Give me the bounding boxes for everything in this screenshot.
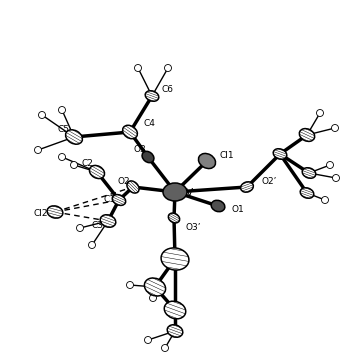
Ellipse shape bbox=[322, 196, 329, 204]
Ellipse shape bbox=[89, 165, 105, 178]
Text: O1: O1 bbox=[232, 205, 245, 213]
Text: O2: O2 bbox=[118, 177, 131, 187]
Ellipse shape bbox=[122, 125, 137, 139]
Ellipse shape bbox=[112, 195, 126, 205]
Text: V: V bbox=[186, 188, 193, 198]
Ellipse shape bbox=[150, 295, 157, 302]
Text: C6: C6 bbox=[162, 86, 174, 95]
Ellipse shape bbox=[163, 183, 187, 201]
Text: C4: C4 bbox=[143, 120, 155, 129]
Ellipse shape bbox=[144, 278, 165, 296]
Ellipse shape bbox=[167, 325, 183, 337]
Ellipse shape bbox=[76, 224, 84, 232]
Text: C5: C5 bbox=[58, 126, 70, 135]
Ellipse shape bbox=[302, 168, 316, 178]
Ellipse shape bbox=[58, 154, 65, 160]
Ellipse shape bbox=[300, 188, 314, 198]
Ellipse shape bbox=[145, 91, 159, 101]
Ellipse shape bbox=[164, 301, 186, 319]
Ellipse shape bbox=[161, 248, 189, 270]
Ellipse shape bbox=[127, 281, 133, 289]
Ellipse shape bbox=[211, 200, 225, 212]
Text: C3: C3 bbox=[91, 221, 103, 229]
Ellipse shape bbox=[273, 149, 287, 159]
Text: C2: C2 bbox=[81, 159, 93, 167]
Ellipse shape bbox=[326, 161, 333, 169]
Ellipse shape bbox=[88, 241, 96, 249]
Ellipse shape bbox=[127, 181, 139, 193]
Ellipse shape bbox=[100, 215, 116, 227]
Text: O3: O3 bbox=[133, 145, 146, 154]
Ellipse shape bbox=[332, 125, 338, 131]
Ellipse shape bbox=[66, 130, 83, 144]
Text: Cl2: Cl2 bbox=[34, 209, 49, 217]
Text: O2’: O2’ bbox=[262, 177, 277, 187]
Ellipse shape bbox=[142, 151, 154, 163]
Text: Cl1: Cl1 bbox=[220, 150, 235, 160]
Ellipse shape bbox=[34, 147, 42, 154]
Ellipse shape bbox=[161, 344, 169, 352]
Ellipse shape bbox=[333, 175, 340, 182]
Ellipse shape bbox=[164, 64, 172, 72]
Ellipse shape bbox=[58, 107, 65, 114]
Text: O3’: O3’ bbox=[186, 223, 202, 233]
Ellipse shape bbox=[144, 337, 151, 343]
Ellipse shape bbox=[198, 153, 216, 169]
Ellipse shape bbox=[47, 206, 63, 218]
Ellipse shape bbox=[299, 129, 315, 141]
Ellipse shape bbox=[241, 182, 253, 192]
Ellipse shape bbox=[135, 64, 141, 72]
Ellipse shape bbox=[71, 161, 77, 169]
Text: C1: C1 bbox=[104, 195, 116, 205]
Ellipse shape bbox=[316, 109, 323, 116]
Ellipse shape bbox=[39, 112, 45, 119]
Ellipse shape bbox=[168, 213, 180, 223]
